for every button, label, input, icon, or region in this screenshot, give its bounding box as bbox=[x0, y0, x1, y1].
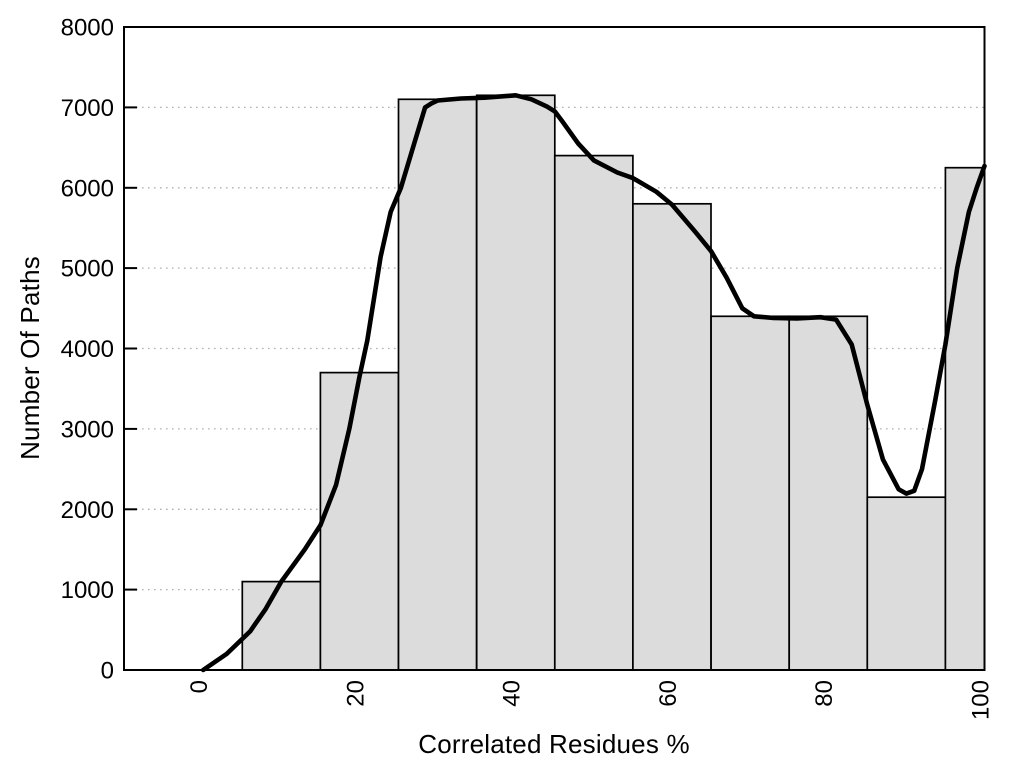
x-tick-label: 40 bbox=[499, 680, 526, 707]
x-tick-label: 80 bbox=[811, 680, 838, 707]
y-tick-label: 0 bbox=[101, 658, 114, 685]
histogram-bar bbox=[632, 202, 712, 671]
histogram-bar bbox=[397, 98, 478, 671]
y-tick-label: 4000 bbox=[61, 336, 114, 363]
smoothed-curve bbox=[200, 93, 987, 673]
histogram-bar bbox=[319, 371, 400, 671]
plot-border bbox=[123, 26, 986, 671]
y-tick-label: 1000 bbox=[61, 577, 114, 604]
x-tick-label: 20 bbox=[343, 680, 370, 707]
histogram-bar bbox=[710, 315, 791, 671]
histogram-bar bbox=[475, 94, 556, 671]
x-tick-label: 0 bbox=[186, 680, 213, 693]
y-tick-label: 5000 bbox=[61, 256, 114, 283]
y-tick-label: 2000 bbox=[61, 497, 114, 524]
histogram-bar bbox=[944, 166, 986, 671]
x-tick-label: 60 bbox=[655, 680, 682, 707]
x-tick-label: 100 bbox=[968, 680, 995, 720]
y-tick-label: 3000 bbox=[61, 416, 114, 443]
y-axis-title: Number Of Paths bbox=[15, 256, 45, 460]
x-axis-title: Correlated Residues % bbox=[418, 729, 690, 759]
histogram-bar bbox=[866, 496, 947, 671]
histogram-bar bbox=[553, 154, 634, 671]
y-tick-label: 6000 bbox=[61, 175, 114, 202]
y-tick-label: 8000 bbox=[61, 15, 114, 42]
y-tick-label: 7000 bbox=[61, 95, 114, 122]
histogram-bar bbox=[788, 315, 869, 671]
